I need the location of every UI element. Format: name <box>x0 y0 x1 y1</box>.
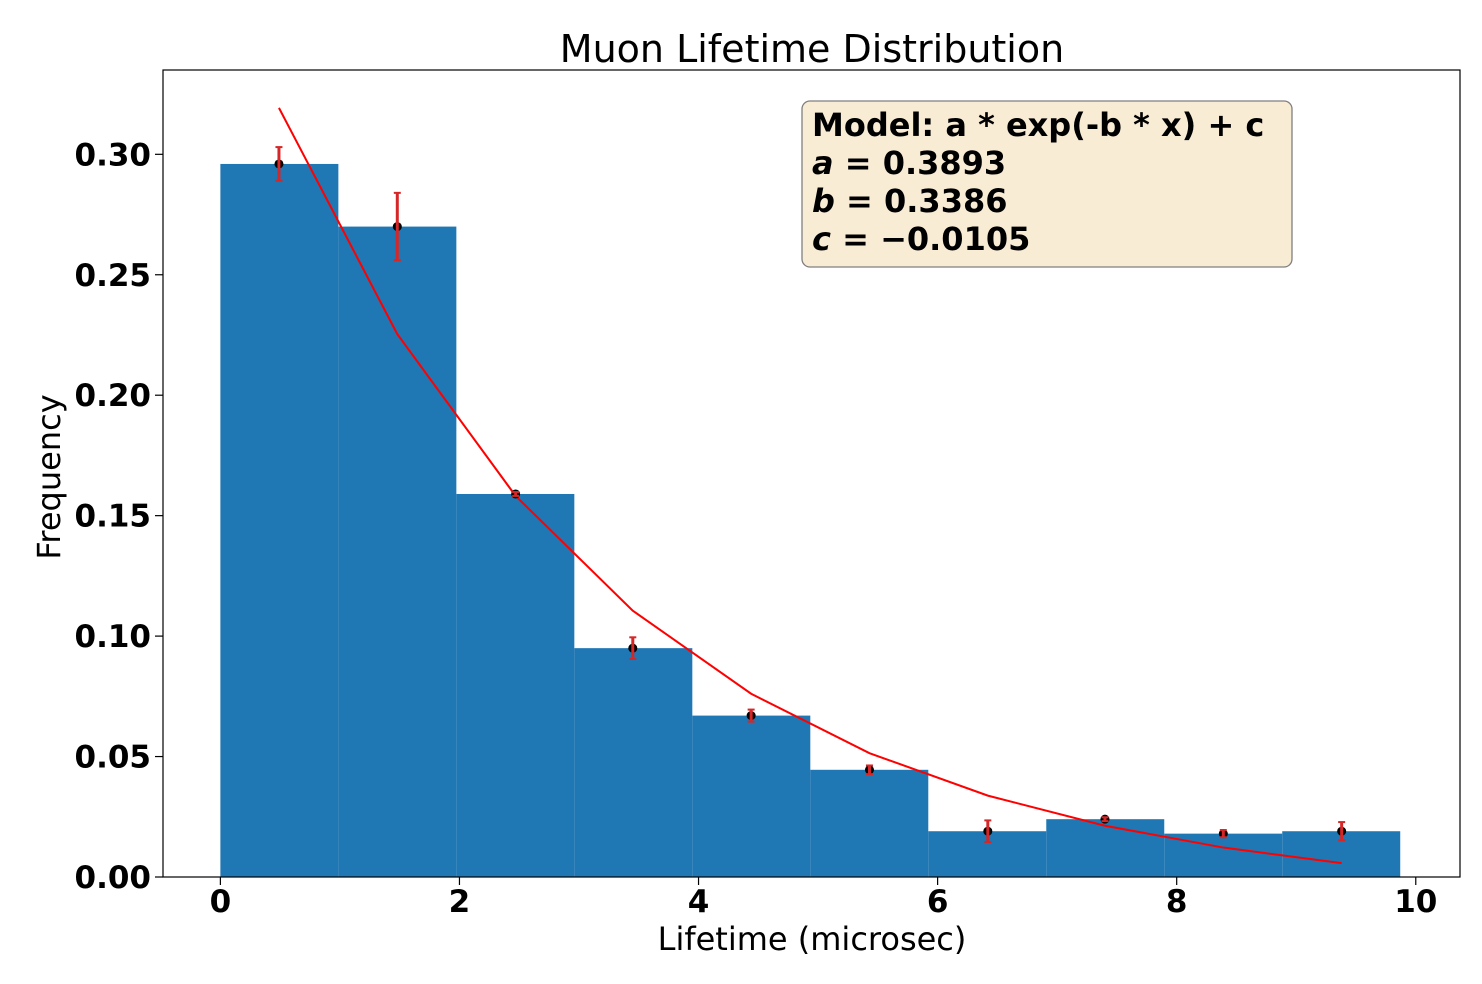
histogram-bar <box>574 648 693 877</box>
y-axis-ticks: 0.00 0.05 0.10 0.15 0.20 0.25 0.30 <box>75 137 163 896</box>
histogram-bar <box>338 226 457 877</box>
x-tick-label: 8 <box>1166 884 1188 920</box>
histogram-bar <box>810 769 929 877</box>
param-a-value: = 0.3893 <box>834 144 1007 182</box>
annotation-param-c: c = −0.0105 <box>812 220 1030 258</box>
histogram-bars <box>220 163 1401 878</box>
data-point <box>511 489 521 499</box>
histogram-bar <box>220 163 339 878</box>
x-tick-label: 4 <box>688 884 710 920</box>
param-a-symbol: a <box>812 144 834 182</box>
annotation-param-b: b = 0.3386 <box>812 182 1007 220</box>
data-point <box>1218 829 1228 839</box>
data-point <box>628 636 638 660</box>
fit-curve-layer <box>278 107 1342 865</box>
x-axis-ticks: 0 2 4 6 8 10 <box>210 877 1437 920</box>
x-axis-label: Lifetime (microsec) <box>658 920 967 958</box>
y-tick-label: 0.30 <box>75 137 152 173</box>
param-b-value: = 0.3386 <box>835 182 1008 220</box>
data-point <box>1100 814 1110 824</box>
histogram-bar <box>1046 819 1165 877</box>
y-tick-label: 0.15 <box>75 499 152 535</box>
data-point <box>983 819 993 844</box>
fit-curve-line <box>278 107 1342 865</box>
chart-title: Muon Lifetime Distribution <box>560 27 1064 71</box>
data-points-layer <box>274 146 1347 844</box>
plot-frame <box>162 69 1461 878</box>
param-c-value: = −0.0105 <box>831 220 1030 258</box>
data-point <box>274 146 284 182</box>
data-point <box>1337 821 1347 842</box>
y-tick-label: 0.10 <box>75 619 152 655</box>
data-point <box>392 191 402 262</box>
x-tick-label: 2 <box>449 884 471 920</box>
fit-annotation-box: Model: a * exp(-b * x) + c a = 0.3893 b … <box>801 100 1293 268</box>
x-tick-label: 0 <box>210 884 232 920</box>
param-b-symbol: b <box>812 182 835 220</box>
y-tick-label: 0.20 <box>75 378 152 414</box>
y-tick-label: 0.05 <box>75 740 152 776</box>
y-tick-label: 0.25 <box>75 258 152 294</box>
annotation-model-line: Model: a * exp(-b * x) + c <box>812 106 1264 144</box>
x-tick-label: 6 <box>927 884 949 920</box>
param-c-symbol: c <box>812 220 831 258</box>
annotation-param-a: a = 0.3893 <box>812 144 1006 182</box>
annotation-background <box>801 100 1293 268</box>
data-point <box>746 708 756 723</box>
histogram-bar <box>456 493 575 877</box>
y-tick-label: 0.00 <box>75 860 152 896</box>
data-point <box>864 764 874 776</box>
y-axis-label: Frequency <box>30 394 68 559</box>
x-tick-label: 10 <box>1394 884 1437 920</box>
histogram-bar <box>692 715 811 877</box>
